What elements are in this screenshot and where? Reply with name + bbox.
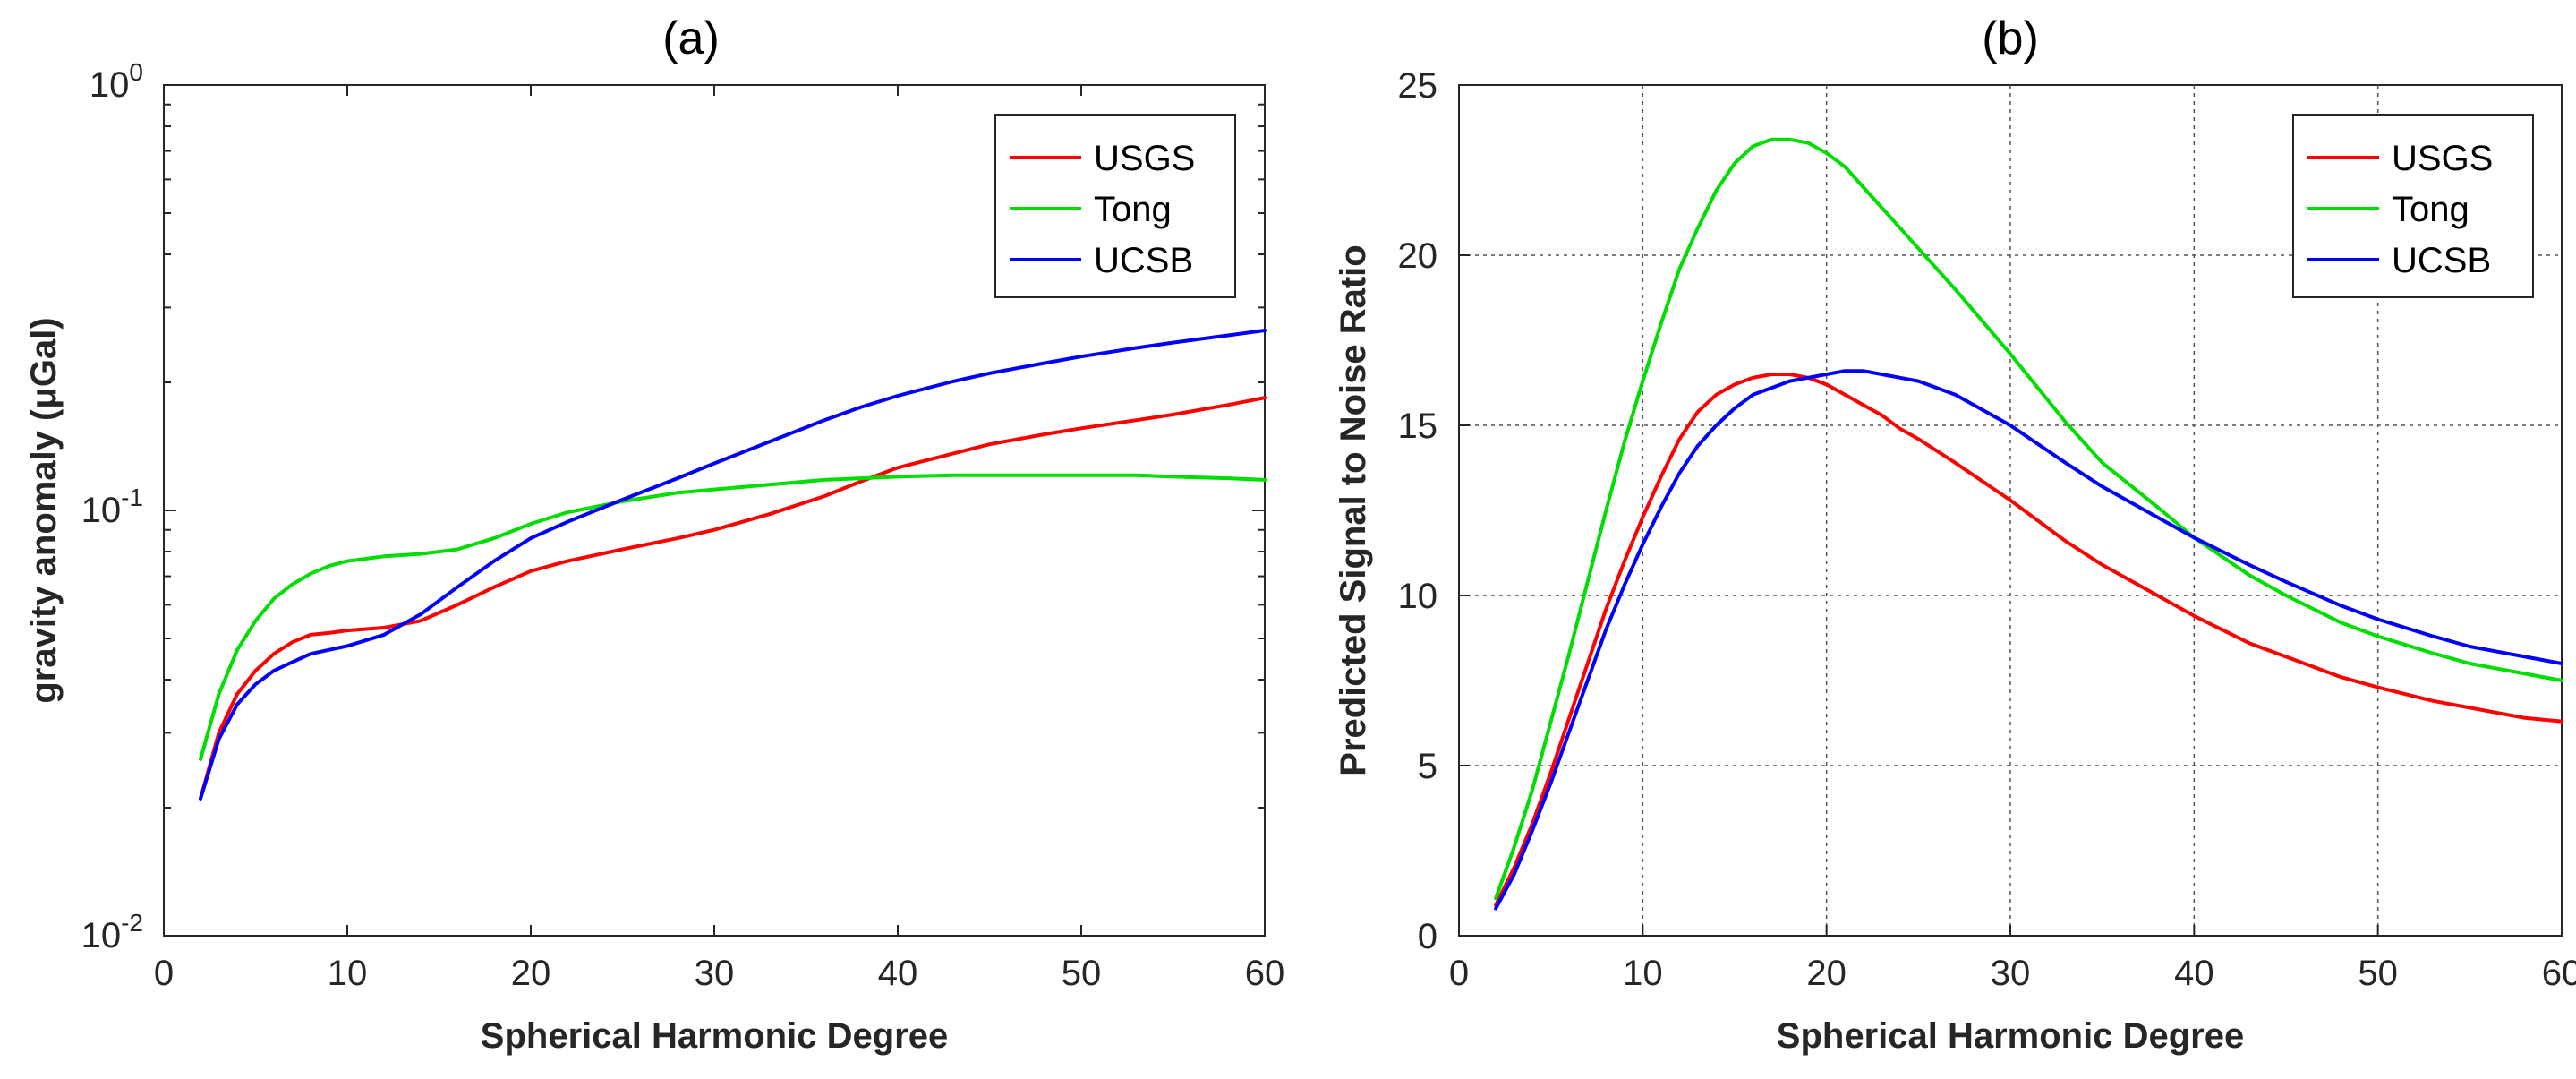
panel-b-tick-marks: [1458, 84, 2563, 937]
panel-a-x-tick-20: 20: [511, 954, 551, 993]
panel-a-legend-box: [994, 114, 1236, 298]
panel-a-legend-tong-label: Tong: [1094, 190, 1172, 229]
panel-b-legend-usgs-label: USGS: [2392, 139, 2493, 178]
panel-b-x-tick-30: 30: [1991, 954, 2031, 993]
panel-a-y-axis-label: gravity anomaly (μGal): [24, 317, 64, 703]
panel-b-legend: USGS Tong UCSB: [2292, 114, 2534, 298]
panel-b-x-tick-60: 60: [2542, 954, 2576, 993]
panel-a-legend: USGS Tong UCSB: [994, 114, 1236, 298]
panel-b-x-tick-40: 40: [2174, 954, 2214, 993]
panel-a-y-tick-0.1: 10-1: [81, 484, 143, 530]
panel-a-x-tick-50: 50: [1062, 954, 1102, 993]
panel-a-y-tick-0.01: 10-2: [81, 909, 143, 955]
panel-a-series-ucsb-line: [199, 329, 1267, 801]
panel-b-y-axis-label: Predicted Signal to Noise Ratio: [1334, 244, 1373, 775]
panel-a-legend-usgs-label: USGS: [1094, 139, 1195, 178]
panel-a-y-tick-labels: 100 10-1 10-2: [81, 58, 143, 955]
panel-b-series-ucsb-line: [1494, 369, 2563, 911]
panel-a-x-tick-40: 40: [878, 954, 918, 993]
panel-b-legend-ucsb-label: UCSB: [2392, 241, 2491, 280]
panel-a-x-tick-labels: 0 10 20 30 40 50 60: [154, 954, 1284, 993]
panel-b-y-tick-5: 5: [1418, 747, 1437, 786]
panel-b-x-axis-label: Spherical Harmonic Degree: [1777, 1016, 2244, 1056]
panel-a-x-tick-30: 30: [695, 954, 735, 993]
panel-b-y-tick-20: 20: [1398, 236, 1438, 276]
panel-b-series-usgs-line: [1494, 373, 2563, 907]
panel-a-title: (a): [662, 13, 720, 64]
panel-b-y-tick-15: 15: [1398, 407, 1438, 446]
panel-b-x-tick-labels: 0 10 20 30 40 50 60: [1449, 954, 2576, 993]
panel-a-series-usgs-line: [199, 396, 1267, 801]
panel-a-x-tick-0: 0: [154, 954, 174, 993]
panel-b-x-tick-20: 20: [1806, 954, 1847, 993]
panel-b-y-tick-10: 10: [1398, 577, 1438, 616]
panel-b-series: [1494, 137, 2563, 911]
panel-b-legend-tong-label: Tong: [2392, 190, 2469, 229]
panel-b-x-tick-0: 0: [1449, 954, 1469, 993]
panel-a-legend-ucsb-label: UCSB: [1094, 241, 1193, 280]
panel-b-series-tong-line: [1494, 137, 2563, 901]
panel-b-y-tick-25: 25: [1398, 66, 1438, 106]
panel-b-y-tick-0: 0: [1418, 917, 1437, 956]
panel-a-series: [199, 329, 1267, 801]
panel-b-x-tick-50: 50: [2358, 954, 2398, 993]
panel-b-y-tick-labels: 0 5 10 15 20 25: [1398, 66, 1438, 956]
panel-a-y-tick-1: 100: [90, 58, 143, 105]
panel-b: (b) 0 10 20 30 40 50 60 0 5 10 15 20 25 …: [1334, 13, 2576, 1056]
panel-a-x-tick-60: 60: [1245, 954, 1285, 993]
panel-a-series-tong-line: [199, 473, 1267, 761]
panel-a-minor-ticks: [163, 85, 1266, 937]
panel-b-title: (b): [1982, 13, 2039, 64]
panel-b-legend-box: [2292, 114, 2534, 298]
panel-a-x-axis-label: Spherical Harmonic Degree: [481, 1016, 948, 1056]
panel-b-x-tick-10: 10: [1623, 954, 1663, 993]
panel-a: (a) 0 10 20 30 40 50 60 100 10-1 10-2 Sp…: [24, 13, 1284, 1056]
panel-a-x-tick-10: 10: [328, 954, 368, 993]
